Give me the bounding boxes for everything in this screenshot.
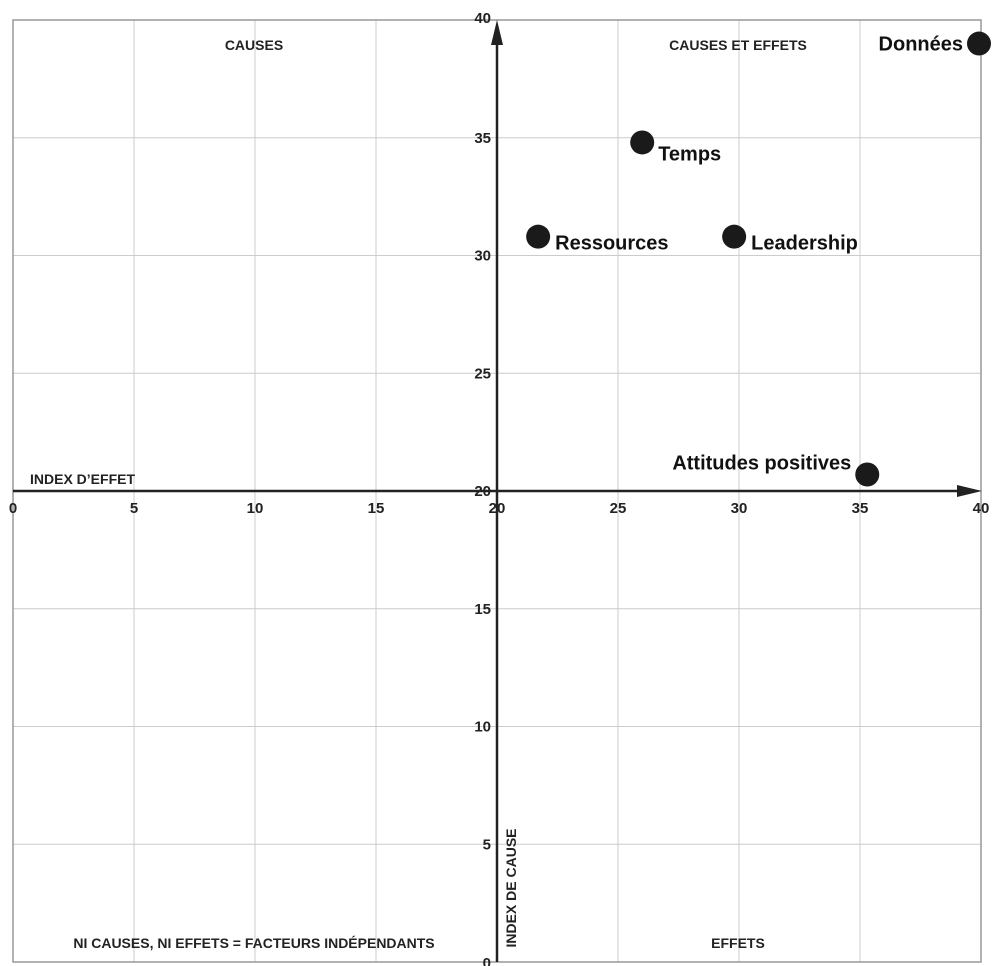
axes — [13, 20, 982, 962]
y-tick-label: 35 — [474, 130, 491, 147]
y-tick-label: 30 — [474, 248, 491, 265]
point-label-donn-es: Données — [879, 34, 963, 56]
quadrant-label-effets: EFFETS — [711, 935, 765, 951]
x-tick-label: 10 — [247, 500, 264, 517]
x-tick-label: 20 — [489, 500, 506, 517]
y-tick-label: 5 — [483, 836, 491, 853]
y-tick-label: 15 — [474, 601, 491, 618]
x-tick-label: 25 — [610, 500, 627, 517]
y-tick-label: 40 — [474, 10, 491, 27]
x-axis-label: INDEX D’EFFET — [30, 471, 135, 487]
y-axis-label: INDEX DE CAUSE — [503, 828, 519, 947]
point-attitudes-positives — [855, 462, 880, 487]
y-tick-label: 10 — [474, 719, 491, 736]
point-temps — [630, 130, 655, 155]
point-label-temps: Temps — [658, 143, 721, 165]
x-tick-label: 35 — [852, 500, 869, 517]
y-tick-label: 20 — [474, 483, 491, 500]
tick-labels: 0 5 10 15 20 25 30 35 40 0 5 10 15 20 25 30 35 40 — [9, 10, 990, 966]
point-label-leadership: Leadership — [751, 233, 858, 255]
point-label-attitudes-positives: Attitudes positives — [672, 453, 851, 475]
quadrant-label-causes: CAUSES — [225, 37, 283, 53]
y-axis-arrow — [491, 20, 503, 45]
x-tick-label: 30 — [731, 500, 748, 517]
x-tick-label: 5 — [130, 500, 138, 517]
x-axis-arrow — [957, 485, 982, 497]
point-ressources — [526, 224, 551, 249]
data-points: Données Temps Ressources Leadership Attitude… — [526, 31, 991, 487]
x-tick-label: 0 — [9, 500, 17, 517]
y-tick-label: 25 — [474, 365, 491, 382]
point-label-ressources: Ressources — [555, 233, 668, 255]
quadrant-label-independants: NI CAUSES, NI EFFETS = FACTEURS INDÉPEND… — [73, 935, 434, 951]
quadrant-labels: CAUSES CAUSES ET EFFETS NI CAUSES, NI EF… — [73, 37, 807, 951]
point-leadership — [722, 224, 747, 249]
y-tick-label: 0 — [483, 955, 491, 966]
point-donn-es — [967, 31, 991, 56]
quadrant-label-causes-et-effets: CAUSES ET EFFETS — [669, 37, 807, 53]
x-tick-label: 40 — [973, 500, 990, 517]
x-tick-label: 15 — [368, 500, 385, 517]
